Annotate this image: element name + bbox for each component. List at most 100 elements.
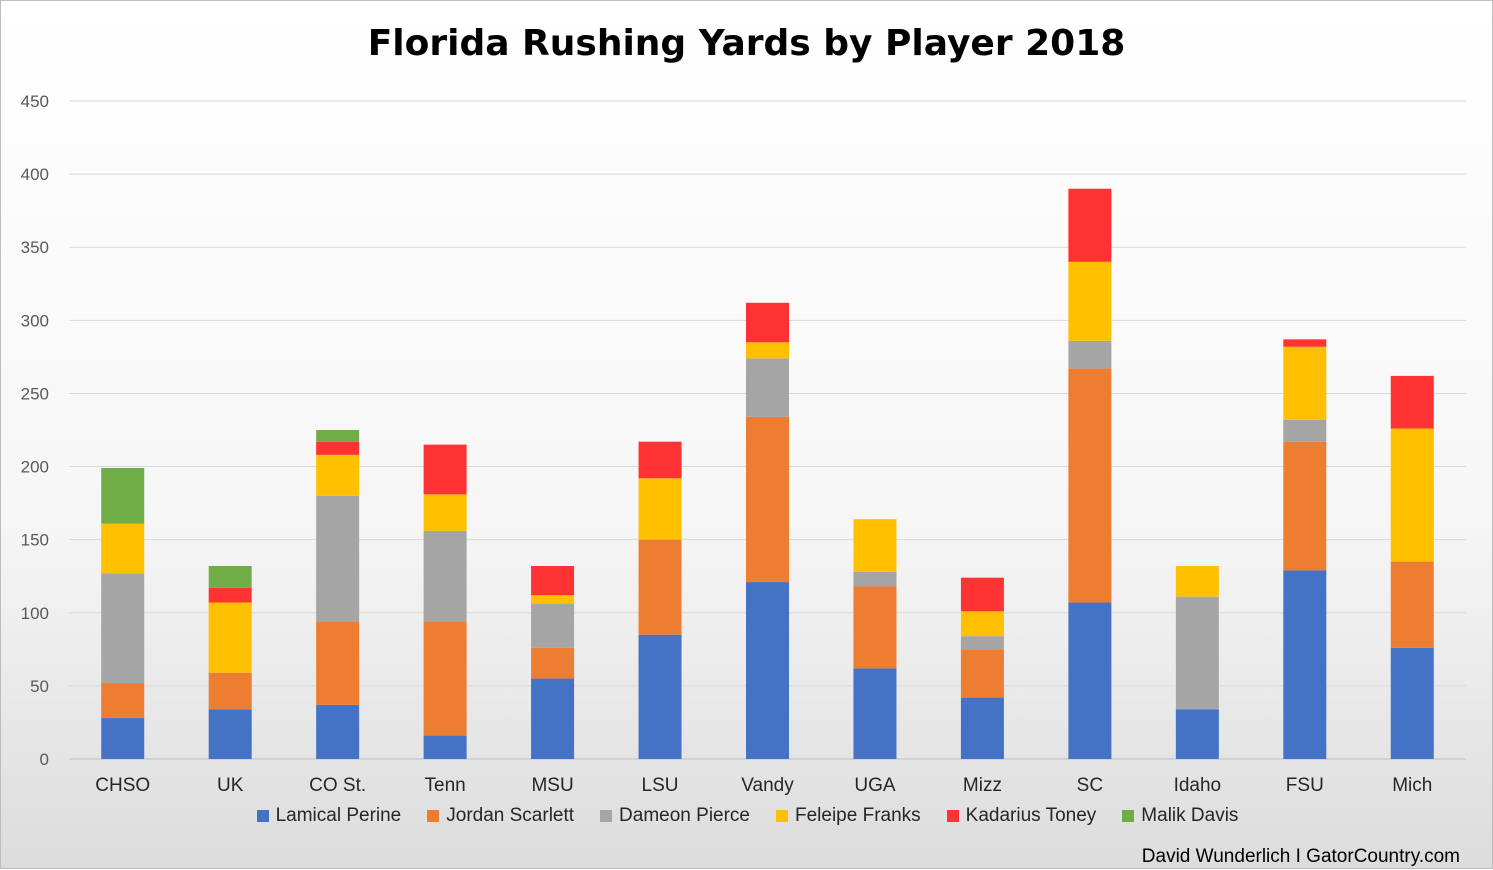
x-category-label: Vandy	[741, 775, 794, 796]
legend-swatch	[256, 810, 269, 822]
bar-segment	[1175, 596, 1219, 710]
bar-segment	[423, 735, 467, 759]
chart-title: Florida Rushing Yards by Player 2018	[367, 23, 1126, 64]
bar-segment	[1068, 368, 1112, 603]
x-category-label: SC	[1077, 775, 1103, 796]
bar-segment	[316, 454, 360, 496]
bar-segment	[101, 718, 145, 759]
legend-label: Lamical Perine	[275, 805, 402, 826]
bar-segment	[1390, 561, 1434, 648]
bar-segment	[531, 565, 575, 596]
bar-segment	[531, 647, 575, 679]
legend-item: Feleipe Franks	[776, 805, 921, 827]
bar-segment	[853, 571, 897, 587]
bar-segment	[316, 621, 360, 705]
bar-segment	[208, 672, 252, 710]
bar-segment	[101, 468, 145, 524]
bar-segment	[1175, 565, 1219, 597]
credit-text: David Wunderlich I GatorCountry.com	[1141, 846, 1460, 867]
bar-segment	[853, 668, 897, 759]
bar-segment	[101, 523, 145, 574]
bar-segment	[1390, 428, 1434, 562]
x-category-label: CHSO	[95, 775, 150, 796]
legend-label: Feleipe Franks	[795, 805, 921, 826]
bar-segment	[101, 682, 145, 719]
legend-item: Jordan Scarlett	[427, 805, 574, 827]
bar-segment	[531, 595, 575, 605]
legend-item: Malik Davis	[1122, 805, 1238, 827]
bar-segment	[1283, 441, 1327, 571]
bars	[101, 188, 1434, 759]
x-category-label: UK	[217, 775, 244, 796]
y-tick-label: 350	[21, 238, 49, 257]
bar-segment	[208, 565, 252, 588]
bar-segment	[208, 709, 252, 759]
legend-swatch	[776, 810, 788, 822]
x-category-label: Tenn	[425, 775, 466, 796]
bar-segment	[208, 587, 252, 603]
bar-segment	[423, 444, 467, 495]
bar-segment	[746, 416, 789, 583]
bar-segment	[960, 611, 1004, 637]
y-tick-label: 200	[21, 458, 49, 477]
bar-segment	[1068, 340, 1112, 369]
x-category-label: FSU	[1286, 775, 1324, 796]
y-tick-label: 100	[21, 604, 49, 623]
x-category-label: Idaho	[1174, 775, 1222, 796]
y-tick-label: 50	[30, 677, 49, 696]
bar-segment	[960, 697, 1004, 759]
bar-segment	[531, 678, 575, 759]
bar-segment	[1175, 709, 1219, 759]
bar-segment	[423, 621, 467, 736]
legend-swatch	[946, 810, 959, 822]
legend-label: Malik Davis	[1141, 805, 1239, 826]
legend-item: Dameon Pierce	[600, 805, 750, 827]
bar-segment	[101, 573, 145, 683]
legend-label: Kadarius Toney	[965, 805, 1097, 826]
bar-segment	[853, 519, 897, 572]
bar-segment	[638, 441, 682, 479]
bar-segment	[960, 636, 1004, 650]
bar-segment	[1068, 261, 1112, 341]
bar-segment	[316, 704, 360, 759]
legend-swatch	[427, 810, 440, 822]
y-tick-label: 250	[21, 384, 49, 403]
bar-segment	[316, 441, 360, 455]
bar-segment	[1390, 647, 1434, 759]
bar-segment	[1068, 188, 1112, 262]
legend-swatch	[600, 810, 613, 822]
y-tick-label: 150	[21, 531, 49, 550]
bar-segment	[746, 342, 789, 359]
x-category-label: UGA	[854, 775, 896, 796]
legend-item: Lamical Perine	[256, 805, 402, 827]
bar-segment	[746, 302, 789, 343]
bar-segment	[853, 586, 897, 669]
bar-segment	[1283, 339, 1327, 347]
bar-segment	[638, 539, 682, 635]
bar-segment	[1390, 375, 1434, 429]
y-tick-label: 0	[40, 750, 49, 769]
bar-segment	[316, 430, 360, 442]
bar-segment	[960, 577, 1004, 612]
bar-segment	[423, 530, 467, 622]
y-tick-label: 450	[21, 92, 49, 111]
legend-swatch	[1122, 810, 1135, 822]
bar-segment	[746, 582, 789, 759]
bar-segment	[531, 604, 575, 648]
bar-segment	[638, 634, 682, 759]
bar-segment	[1283, 570, 1327, 759]
y-tick-label: 400	[21, 165, 49, 184]
x-category-label: LSU	[642, 775, 679, 796]
bar-segment	[423, 494, 467, 531]
legend-item: Kadarius Toney	[946, 805, 1097, 827]
legend: Lamical Perine Jordan Scarlett Dameon Pier…	[1, 805, 1493, 827]
x-category-label: CO St.	[309, 775, 366, 796]
x-category-label: Mich	[1392, 775, 1432, 796]
bar-segment	[1068, 602, 1112, 759]
x-axis-labels: CHSO UK CO St. Tenn MSU LSU Vandy UGA Mizz SC Idah…	[95, 775, 1432, 796]
bar-segment	[960, 649, 1004, 698]
bar-segment	[746, 358, 789, 417]
y-tick-label: 300	[21, 311, 49, 330]
bar-segment	[638, 478, 682, 540]
